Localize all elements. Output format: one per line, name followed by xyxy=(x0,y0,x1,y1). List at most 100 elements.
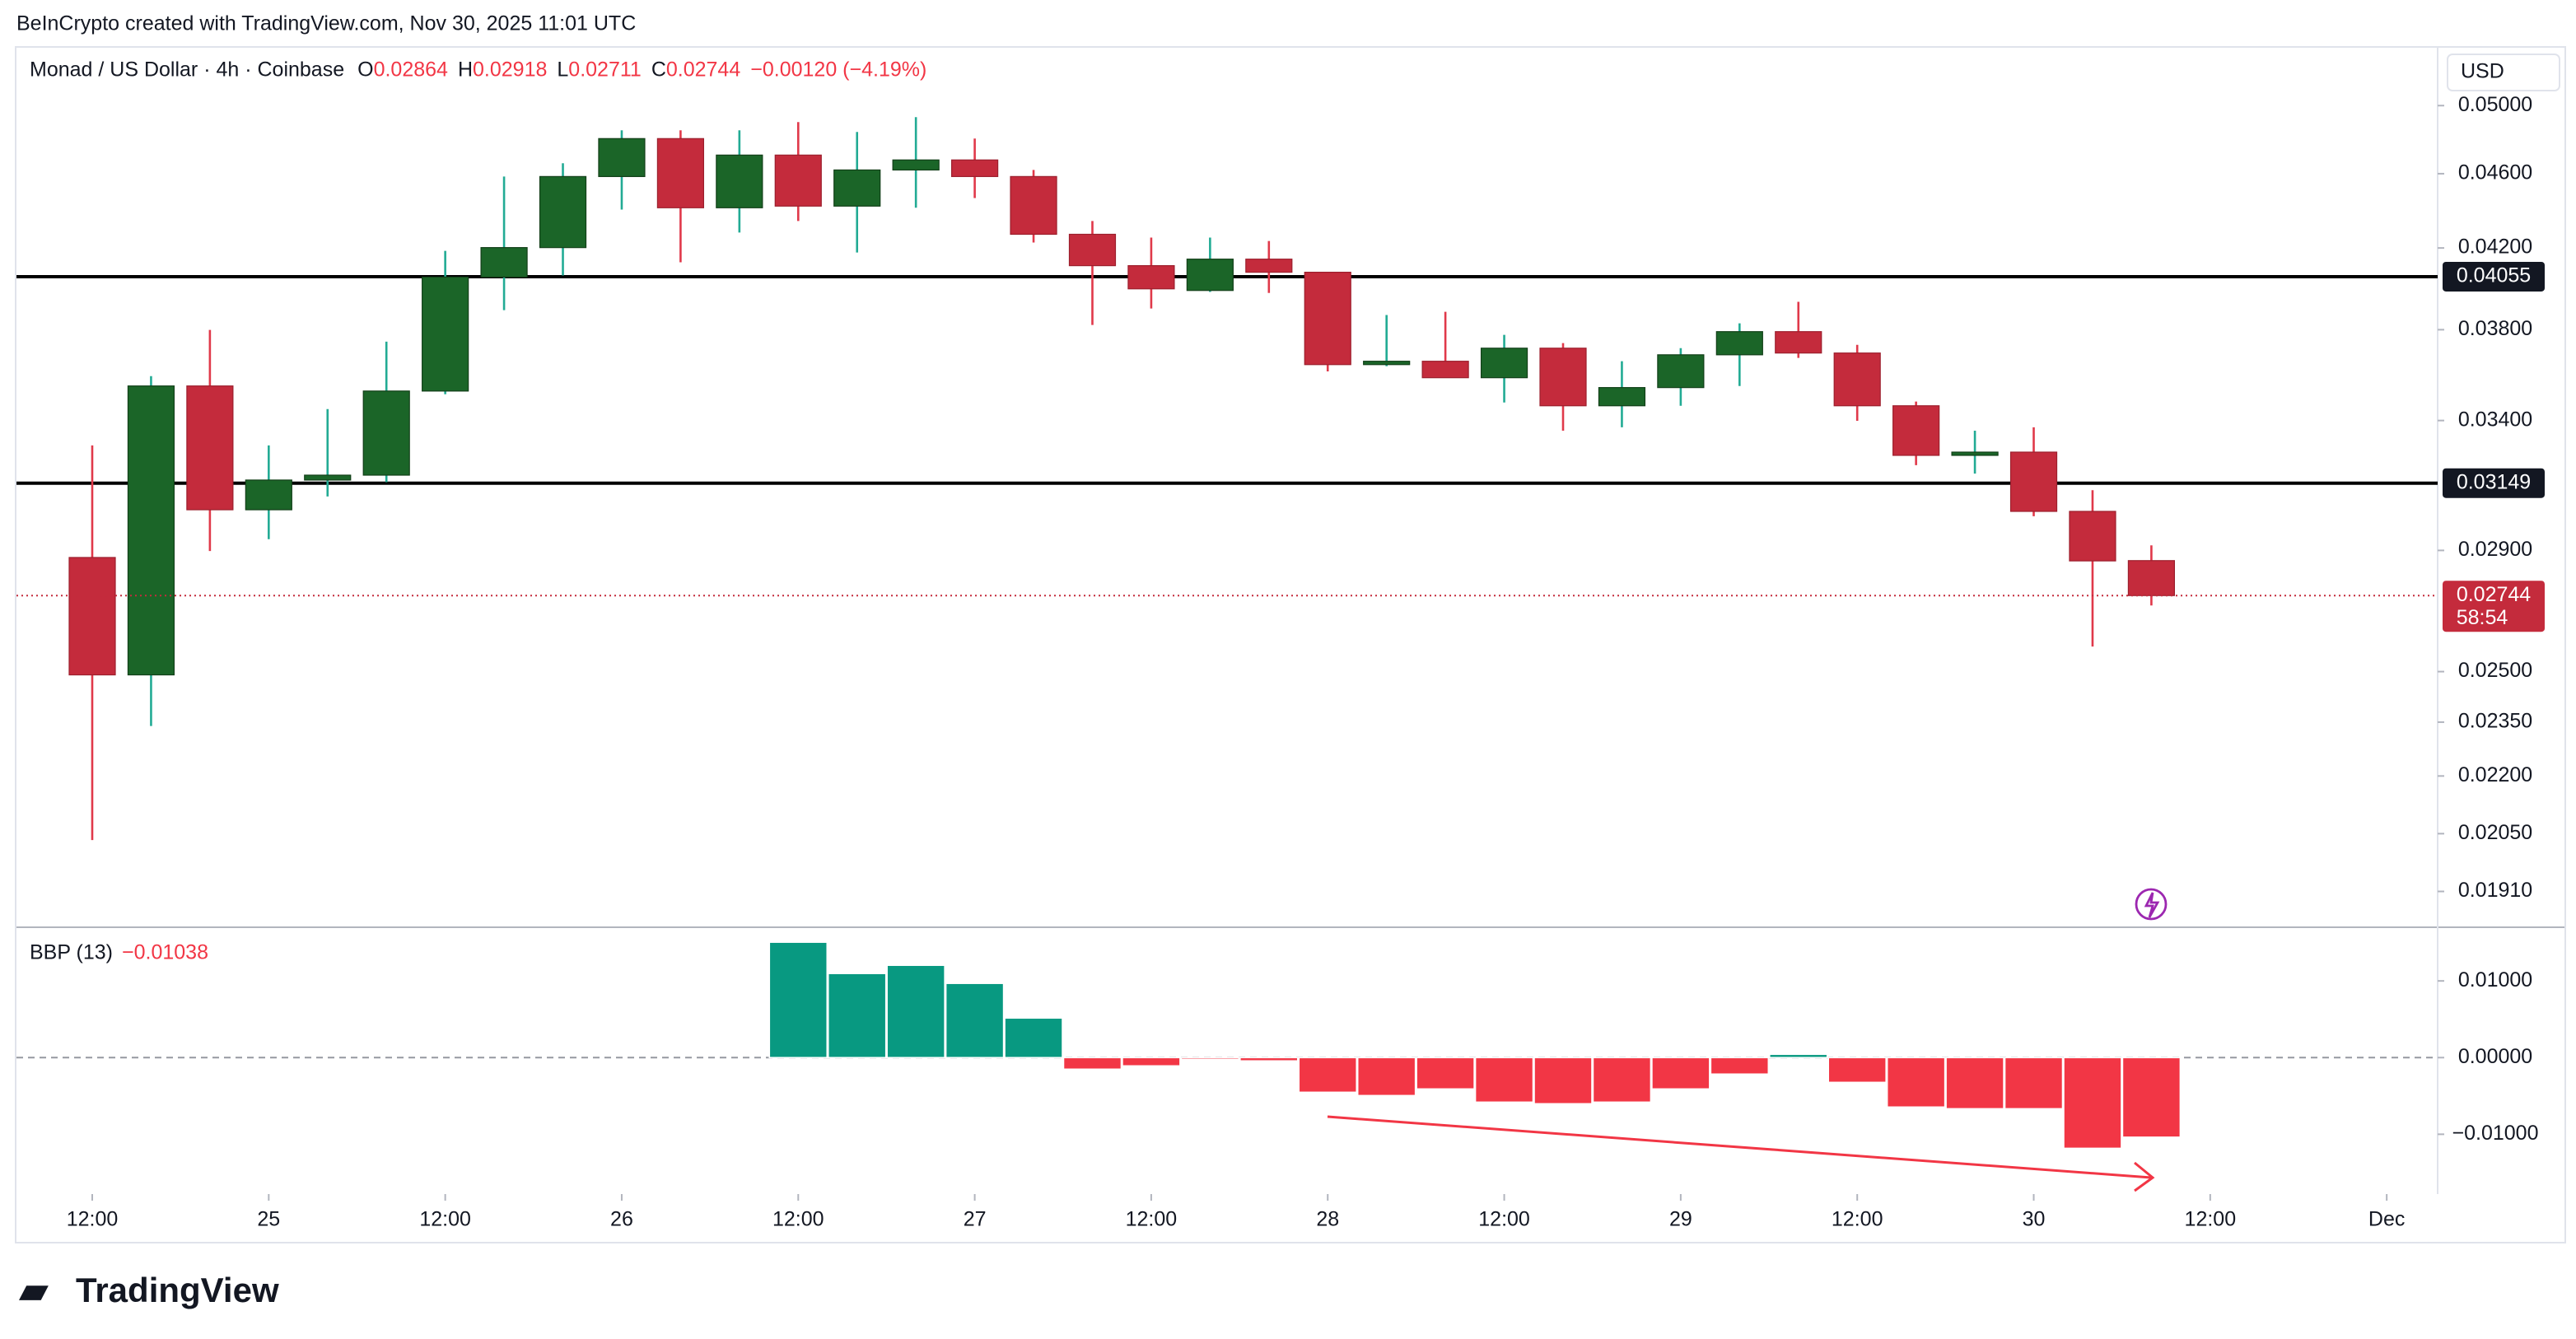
candle-body xyxy=(2069,511,2116,562)
candle-body xyxy=(1480,348,1528,379)
candle-body xyxy=(1598,387,1646,407)
candle-body xyxy=(1421,361,1469,379)
ohlc-value: 0.02744 xyxy=(666,58,740,82)
y-tick-label: 0.04600 xyxy=(2458,161,2532,184)
bar xyxy=(1180,1057,1240,1061)
level-label-box xyxy=(2443,468,2545,498)
ohlc-name: L xyxy=(557,58,568,82)
y-tick-label: 0.02500 xyxy=(2458,659,2532,682)
symbol-title: Monad / US Dollar · 4h · Coinbase xyxy=(30,58,344,82)
x-tick-label: 12:00 xyxy=(772,1208,824,1231)
bar xyxy=(1945,1057,2004,1110)
candle-body xyxy=(186,385,234,511)
x-tick-label: 26 xyxy=(610,1208,633,1231)
bar xyxy=(1356,1057,1416,1097)
ohlc-name: C xyxy=(651,58,666,82)
y-tick-label: 0.05000 xyxy=(2458,93,2532,116)
last-price-label: 0.02744 xyxy=(2457,583,2531,606)
candle-body xyxy=(1951,451,1999,456)
candle-body xyxy=(716,154,763,208)
y-tick-label: 0.02200 xyxy=(2458,763,2532,786)
bar xyxy=(1122,1057,1181,1067)
last-price-box xyxy=(2443,581,2545,632)
x-tick-label: 12:00 xyxy=(1478,1208,1530,1231)
ohlc-value: 0.02918 xyxy=(473,58,547,82)
x-tick-label: Dec xyxy=(2368,1208,2405,1231)
bar xyxy=(1298,1057,1358,1094)
x-tick-label: 12:00 xyxy=(67,1208,119,1231)
change-label: −0.00120 (−4.19%) xyxy=(750,58,926,82)
candle-body xyxy=(1245,259,1293,273)
candle-body xyxy=(127,385,175,676)
y-tick-label: 0.02900 xyxy=(2458,538,2532,561)
candle-body xyxy=(598,138,646,177)
bar xyxy=(1710,1057,1770,1075)
candle-body xyxy=(68,557,116,676)
countdown: 58:54 xyxy=(2457,606,2508,629)
candle-body xyxy=(1010,175,1057,236)
candle-body xyxy=(774,154,822,207)
x-tick-label: 28 xyxy=(1316,1208,1339,1231)
bar xyxy=(1886,1057,1946,1108)
candle-body xyxy=(2009,451,2058,512)
bar xyxy=(1827,1057,1887,1084)
candle-body xyxy=(422,276,469,392)
chart-frame xyxy=(15,46,2566,1243)
bar xyxy=(1416,1057,1475,1090)
bar xyxy=(2121,1057,2182,1138)
x-tick-label: 30 xyxy=(2023,1208,2046,1231)
y-tick-label: 0.03400 xyxy=(2458,408,2532,431)
level-label: 0.03149 xyxy=(2457,470,2531,493)
candle-body xyxy=(656,138,705,208)
x-tick-label: 12:00 xyxy=(1126,1208,1178,1231)
ohlc-name: H xyxy=(458,58,473,82)
candle-body xyxy=(362,390,410,476)
candle-body xyxy=(1363,361,1411,366)
x-tick-label: 12:00 xyxy=(1832,1208,1883,1231)
bar xyxy=(1474,1057,1534,1103)
trend-arrow xyxy=(1327,1115,2155,1192)
bar xyxy=(1533,1057,1593,1105)
candle-body xyxy=(1657,354,1705,389)
indicator-title: BBP (13) xyxy=(30,941,113,964)
bar xyxy=(1592,1057,1652,1103)
attribution: BeInCrypto created with TradingView.com,… xyxy=(16,12,636,35)
candle-body xyxy=(304,474,352,481)
candle-body xyxy=(1775,331,1822,354)
candle-body xyxy=(1833,352,1881,407)
bar xyxy=(1239,1057,1299,1062)
y-tick-label: 0.02350 xyxy=(2458,710,2532,733)
bar xyxy=(827,973,887,1059)
bar xyxy=(2063,1057,2122,1150)
bar xyxy=(768,941,828,1059)
bar xyxy=(886,964,945,1059)
ohlc-name: O xyxy=(357,58,373,82)
ohlc-value: 0.02711 xyxy=(568,58,642,82)
legend: Monad / US Dollar · 4h · Coinbase O 0.028… xyxy=(30,58,926,82)
ohlc-value: 0.02864 xyxy=(374,58,448,82)
bar xyxy=(1062,1057,1122,1071)
y-tick-label: 0.01000 xyxy=(2458,968,2532,991)
y-tick-label: 0.04200 xyxy=(2458,236,2532,259)
bar xyxy=(945,982,1005,1059)
indicator-value: −0.01038 xyxy=(122,941,208,964)
bar xyxy=(2004,1057,2064,1110)
bar xyxy=(1768,1053,1828,1059)
y-tick-label: 0.00000 xyxy=(2458,1045,2532,1068)
candle-body xyxy=(833,169,881,207)
candle-body xyxy=(2127,560,2175,596)
candle-body xyxy=(1068,233,1117,267)
footer-logo: TradingView xyxy=(76,1271,279,1309)
currency-box[interactable] xyxy=(2447,54,2560,91)
y-tick-label: 0.03800 xyxy=(2458,317,2532,340)
x-tick-label: 12:00 xyxy=(2185,1208,2237,1231)
y-tick-label: 0.02050 xyxy=(2458,821,2532,844)
candle-body xyxy=(1304,271,1351,366)
event-icon[interactable] xyxy=(2135,888,2168,921)
bar xyxy=(1004,1017,1063,1059)
x-tick-label: 29 xyxy=(1669,1208,1692,1231)
candle-body xyxy=(480,247,528,278)
logo-mark: ▰ xyxy=(18,1271,49,1311)
x-tick-label: 12:00 xyxy=(419,1208,471,1231)
